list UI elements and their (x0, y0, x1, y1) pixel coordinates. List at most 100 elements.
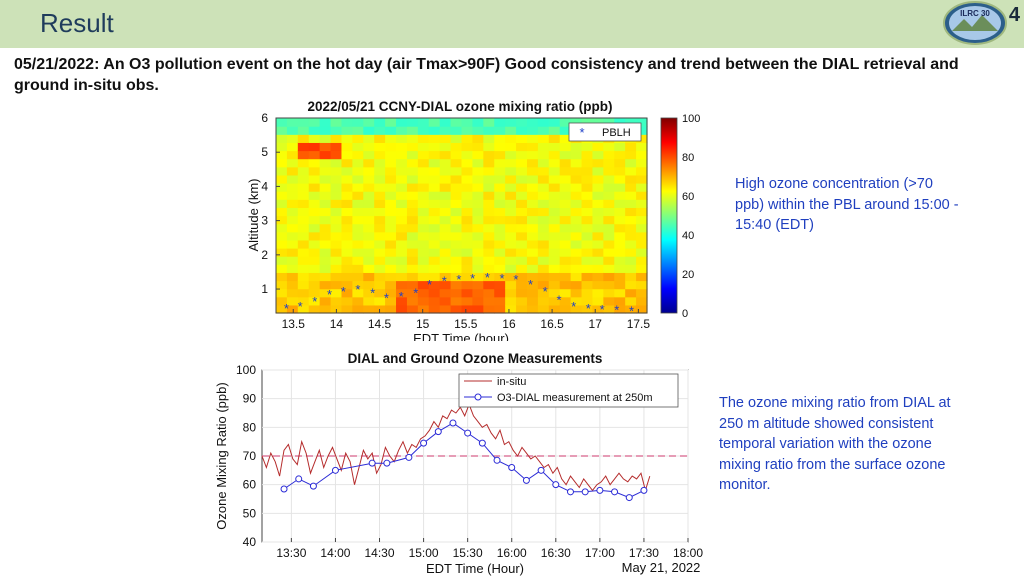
heatmap-cell (374, 256, 386, 265)
heatmap-cell (286, 126, 299, 135)
heatmap-cell (526, 215, 539, 225)
heatmap-cell (363, 174, 375, 184)
heatmap-cell (428, 118, 441, 127)
pblh-point: * (485, 270, 490, 285)
heatmap-cell (330, 207, 343, 217)
heatmap-cell (636, 264, 648, 273)
heatmap-cell (592, 248, 604, 257)
heatmap-cell (330, 199, 343, 208)
heatmap-cell (450, 296, 463, 306)
heatmap-cell (570, 239, 583, 249)
heatmap-cell (428, 280, 441, 290)
heatmap-cell (417, 142, 430, 152)
heatmap-cell (505, 150, 517, 160)
heatmap-cell (614, 256, 626, 265)
heatmap-cell (352, 223, 364, 233)
heatmap-cell (636, 239, 648, 249)
heatmap-cell (592, 174, 604, 184)
dial-point (383, 459, 391, 467)
heatmap-cell (341, 174, 353, 184)
heatmap-cell (603, 142, 615, 152)
heatmap-cell (308, 191, 321, 200)
heatmap-cell (276, 304, 288, 314)
heatmap-cell (297, 304, 310, 314)
heatmap-cell (516, 256, 528, 265)
heatmap-cell (352, 207, 364, 217)
heatmap-cell (450, 256, 463, 265)
heatmap-cell (581, 183, 594, 192)
heatmap-cell (363, 191, 375, 200)
heatmap-cell (559, 304, 572, 314)
heatmap-cell (374, 248, 386, 257)
heatmap-cell (374, 126, 386, 135)
heatmap-cell (297, 166, 310, 176)
heatmap-cell (592, 288, 604, 298)
heatmap-cell (625, 150, 637, 160)
heatmap-cell (461, 231, 474, 241)
heatmap-cell (374, 288, 386, 298)
heatmap-cell (516, 150, 528, 160)
heatmap-cell (461, 207, 474, 217)
heatmap-cell (286, 134, 299, 143)
heatmap-cell (297, 215, 310, 225)
heatmap-cell (319, 264, 332, 273)
heatmap-cell (505, 166, 517, 176)
heatmap-cell (374, 264, 386, 273)
heatmap-cell (276, 158, 288, 168)
heatmap-cell (559, 134, 572, 143)
heatmap-cell (505, 304, 517, 314)
heatmap-cell (374, 158, 386, 168)
heatmap-cell (352, 126, 364, 135)
linechart-title: DIAL and Ground Ozone Measurements (348, 351, 603, 366)
heatmap-x-tick-label: 16 (502, 317, 516, 331)
heatmap-cell (472, 207, 484, 217)
heatmap-cell (614, 174, 626, 184)
heatmap-cell (548, 191, 561, 200)
heatmap-cell (363, 264, 375, 273)
heatmap-cell (526, 231, 539, 241)
heatmap-cell (406, 272, 419, 282)
heatmap-cell (396, 174, 408, 184)
heatmap-y-tick-label: 4 (261, 179, 268, 193)
heatmap-cell (396, 215, 408, 225)
heatmap-cell (581, 166, 594, 176)
heatmap-cell (483, 264, 495, 273)
heatmap-cell (614, 272, 626, 282)
heatmap-cell (537, 223, 550, 233)
heatmap-cell (352, 288, 364, 298)
heatmap-cell (494, 256, 506, 265)
heatmap-cell (537, 191, 550, 200)
heatmap-cell (581, 256, 594, 265)
heatmap-cell (406, 215, 419, 225)
heatmap-cell (406, 256, 419, 265)
heatmap-cell (417, 272, 430, 282)
heatmap-cell (363, 272, 375, 282)
heatmap-cell (406, 280, 419, 290)
heatmap-cell (516, 183, 528, 192)
heatmap-cell (516, 272, 528, 282)
heatmap-cell (297, 288, 310, 298)
heatmap-cell (308, 150, 321, 160)
heatmap-cell (505, 280, 517, 290)
heatmap-cell (385, 166, 397, 176)
heatmap-cell (385, 118, 397, 127)
heatmap-cell (614, 239, 626, 249)
linechart-y-ticks: 40 50 60 70 80 90 100 (236, 363, 256, 549)
heatmap-cell (483, 174, 495, 184)
heatmap-cell (472, 150, 484, 160)
pblh-point: * (470, 271, 475, 286)
heatmap-cell (636, 191, 648, 200)
heatmap-cell (570, 272, 583, 282)
heatmap-cell (614, 199, 626, 208)
heatmap-cell (319, 280, 332, 290)
heatmap-cell (494, 199, 506, 208)
heatmap-cell (276, 288, 288, 298)
heatmap-cell (417, 248, 430, 257)
heatmap-cell (548, 256, 561, 265)
heatmap-cell (636, 134, 648, 143)
heatmap-cell (592, 118, 604, 127)
heatmap-cell (592, 239, 604, 249)
heatmap-cell (472, 174, 484, 184)
heatmap-cell (428, 191, 441, 200)
linechart-x-tick-label: 13:30 (276, 546, 306, 560)
